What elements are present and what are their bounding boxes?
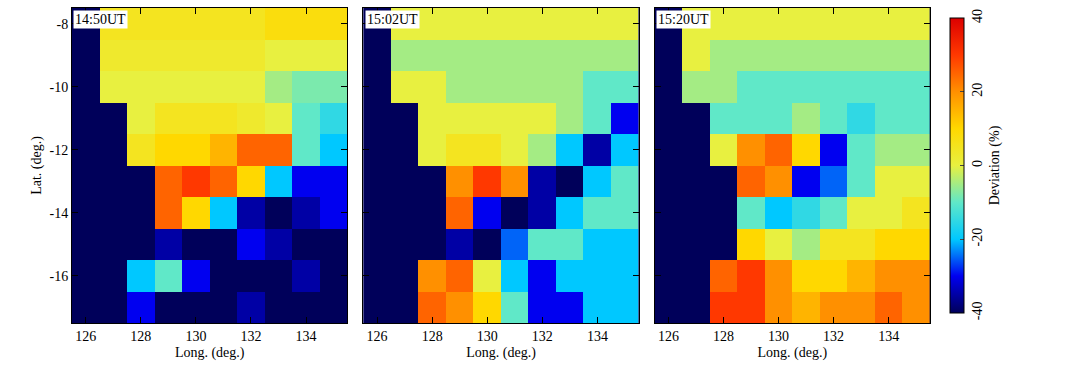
svg-text:20: 20: [970, 83, 985, 97]
svg-text:Long. (deg.): Long. (deg.): [466, 345, 536, 361]
svg-text:-40: -40: [970, 302, 985, 321]
svg-text:128: 128: [422, 329, 443, 344]
svg-text:-12: -12: [50, 143, 69, 158]
svg-text:132: 132: [823, 329, 844, 344]
svg-text:132: 132: [532, 329, 553, 344]
svg-text:Deviation (%): Deviation (%): [987, 125, 1003, 205]
svg-text:Long. (deg.): Long. (deg.): [758, 345, 828, 361]
svg-text:130: 130: [477, 329, 498, 344]
svg-text:126: 126: [367, 329, 388, 344]
svg-text:128: 128: [713, 329, 734, 344]
svg-text:126: 126: [658, 329, 679, 344]
svg-text:-10: -10: [50, 80, 69, 95]
svg-text:-8: -8: [57, 17, 69, 32]
svg-text:134: 134: [587, 329, 608, 344]
svg-text:0: 0: [970, 160, 985, 167]
svg-text:130: 130: [768, 329, 789, 344]
svg-text:128: 128: [130, 329, 151, 344]
svg-text:-16: -16: [50, 269, 69, 284]
svg-text:-14: -14: [50, 206, 69, 221]
svg-text:Long. (deg.): Long. (deg.): [175, 345, 245, 361]
svg-text:132: 132: [240, 329, 261, 344]
svg-text:15:20UT: 15:20UT: [658, 12, 709, 27]
svg-text:134: 134: [878, 329, 899, 344]
svg-text:14:50UT: 14:50UT: [75, 12, 126, 27]
svg-text:Lat. (deg.): Lat. (deg.): [29, 136, 45, 195]
svg-text:130: 130: [185, 329, 206, 344]
svg-text:40: 40: [970, 9, 985, 23]
svg-text:-20: -20: [970, 228, 985, 247]
svg-text:15:02UT: 15:02UT: [367, 12, 418, 27]
svg-text:126: 126: [75, 329, 96, 344]
svg-text:134: 134: [296, 329, 317, 344]
